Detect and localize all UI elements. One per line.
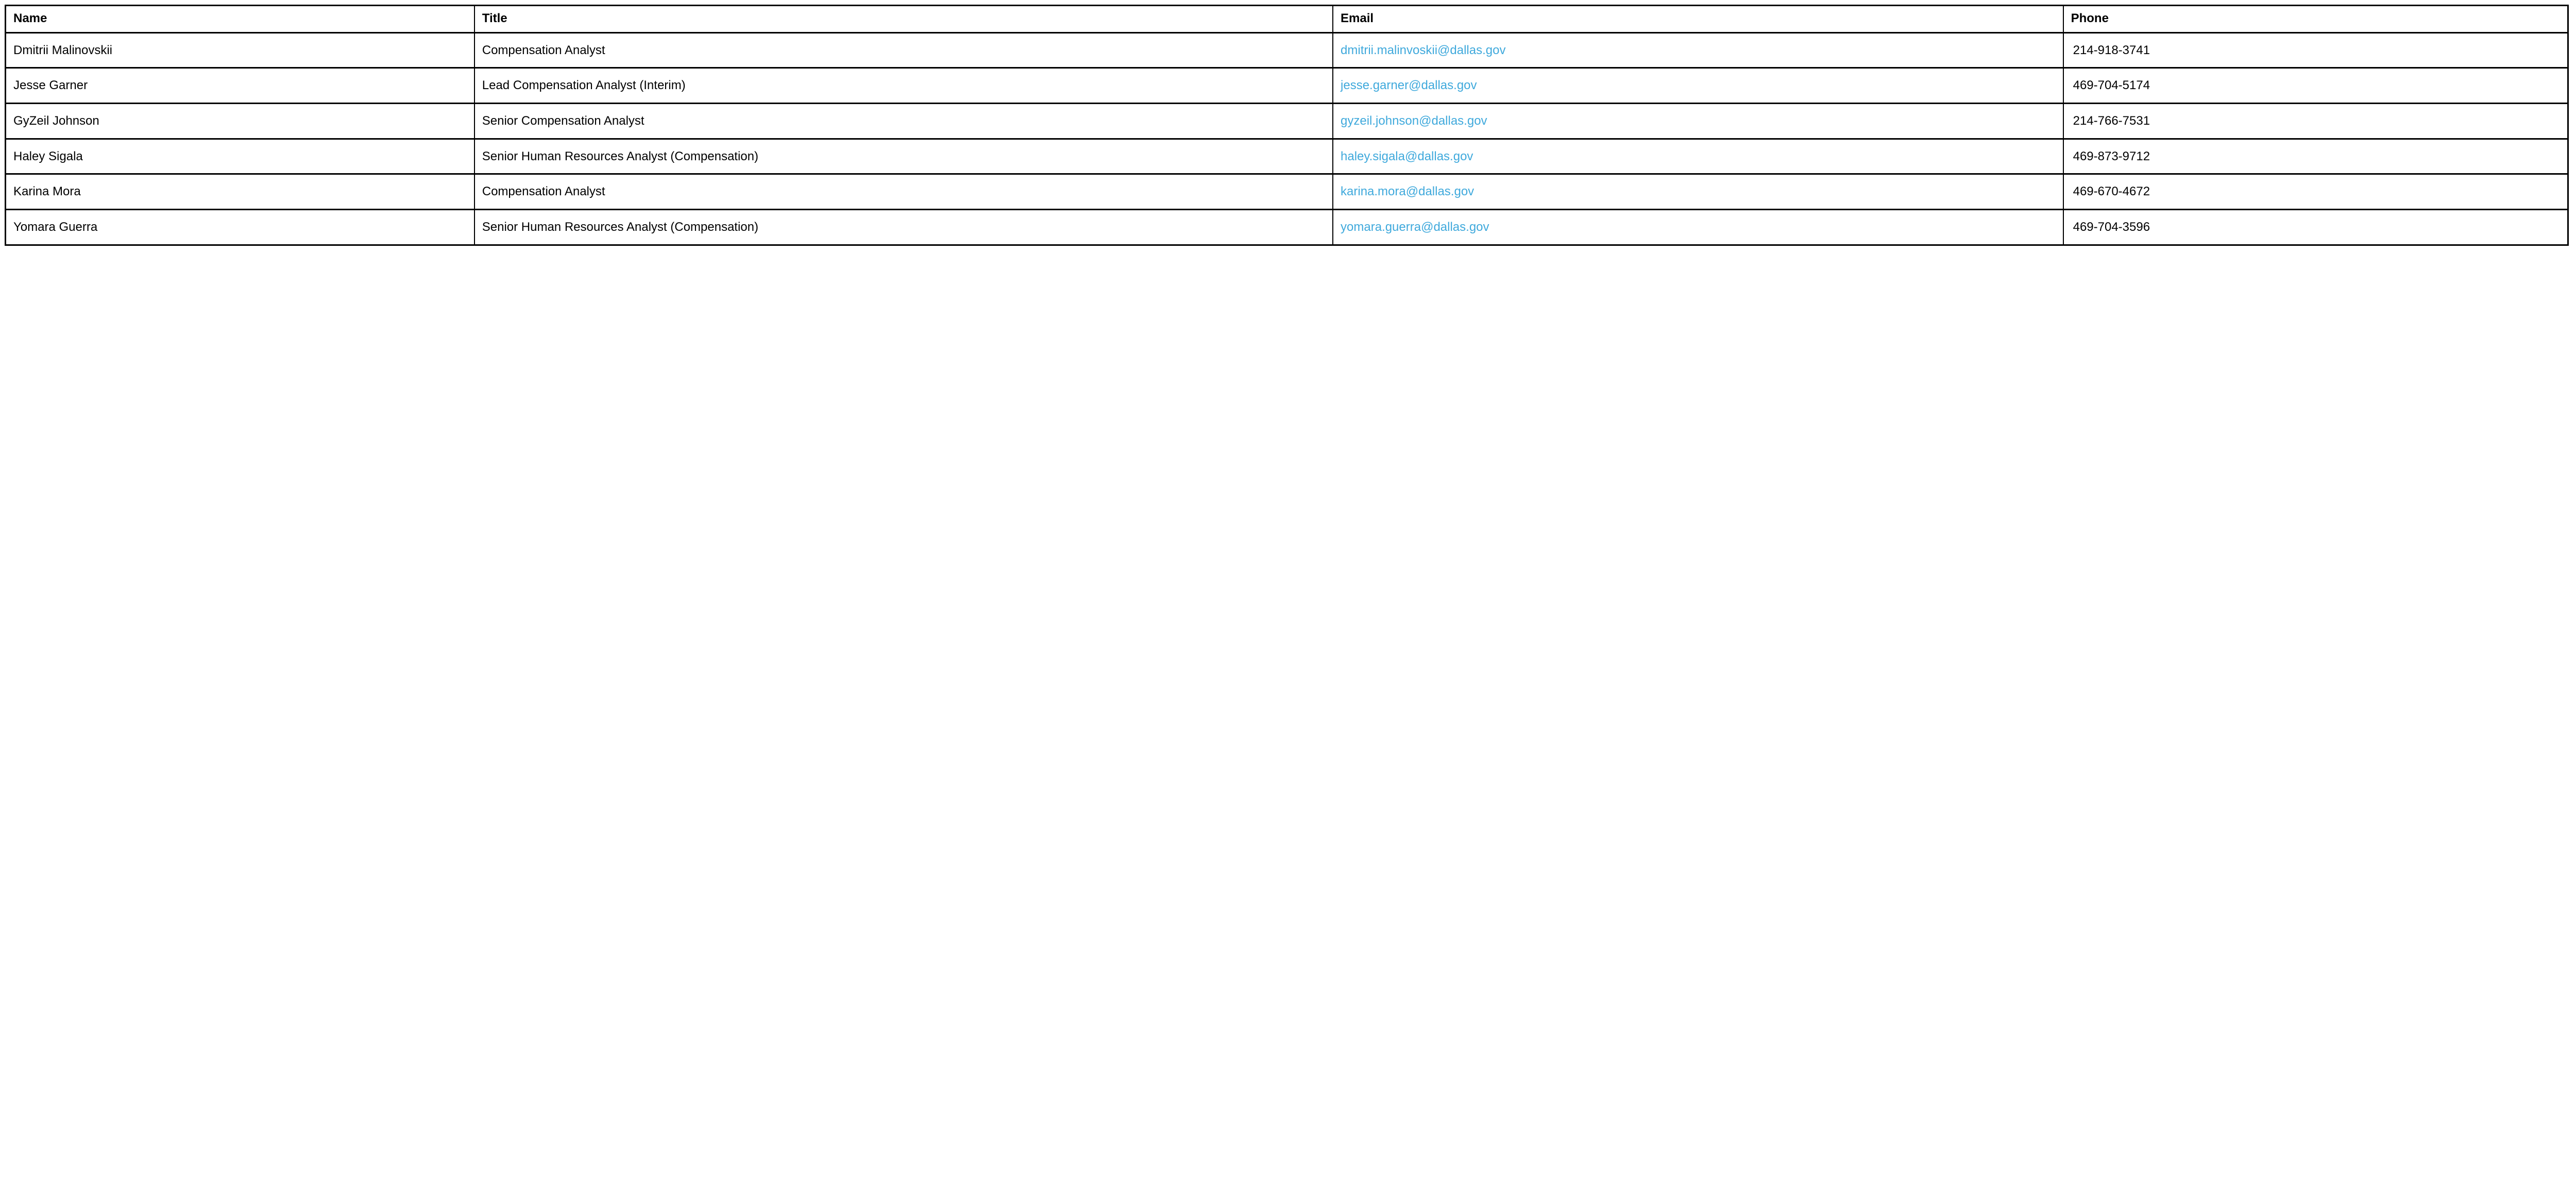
column-header-title: Title	[473, 5, 1333, 33]
table-row: Dmitrii Malinovskii Compensation Analyst…	[5, 32, 2568, 68]
email-link[interactable]: dmitrii.malinvoskii@dallas.gov	[1341, 43, 1506, 57]
title-cell: Compensation Analyst	[473, 174, 1333, 210]
title-cell: Compensation Analyst	[473, 32, 1333, 68]
name-cell: Yomara Guerra	[13, 220, 98, 234]
name-cell: Dmitrii Malinovskii	[13, 43, 113, 57]
email-cell: gyzeil.johnson@dallas.gov	[1332, 103, 2063, 139]
email-link[interactable]: karina.mora@dallas.gov	[1341, 184, 1475, 199]
phone-cell: 469-704-3596	[2062, 209, 2568, 245]
phone-cell: 469-704-5174	[2062, 68, 2568, 104]
email-link[interactable]: jesse.garner@dallas.gov	[1341, 78, 1477, 93]
title-cell: Lead Compensation Analyst (Interim)	[473, 68, 1333, 104]
table-row: Haley Sigala Senior Human Resources Anal…	[5, 139, 2568, 174]
title-cell: Senior Compensation Analyst	[473, 103, 1333, 139]
name-cell: GyZeil Johnson	[13, 114, 99, 128]
table-row: Jesse Garner Lead Compensation Analyst (…	[5, 68, 2568, 104]
phone-cell: 214-918-3741	[2062, 32, 2568, 68]
table-row: Yomara Guerra Senior Human Resources Ana…	[6, 209, 2568, 245]
email-cell: haley.sigala@dallas.gov	[1332, 139, 2063, 174]
column-header-email: Email	[1332, 5, 2063, 33]
phone-cell: 214-766-7531	[2062, 103, 2568, 139]
phone-cell: 469-873-9712	[2062, 139, 2568, 174]
name-cell: Haley Sigala	[13, 149, 83, 163]
table-row: Karina Mora Compensation Analyst karina.…	[5, 174, 2568, 210]
email-link[interactable]: yomara.guerra@dallas.gov	[1341, 220, 1489, 234]
contact-directory-page: Name Title Email Phone Dmitrii Malinovsk…	[0, 0, 2576, 249]
name-cell: Karina Mora	[13, 184, 81, 199]
email-cell: jesse.garner@dallas.gov	[1332, 68, 2063, 104]
title-cell: Senior Human Resources Analyst (Compensa…	[473, 139, 1333, 174]
phone-cell: 469-670-4672	[2062, 174, 2568, 210]
table-row: GyZeil Johnson Senior Compensation Analy…	[5, 103, 2568, 139]
name-cell: Jesse Garner	[13, 78, 88, 93]
header-row: Name Title Email Phone	[5, 5, 2568, 33]
column-header-name: Name	[13, 11, 47, 25]
email-cell: karina.mora@dallas.gov	[1332, 174, 2063, 210]
email-cell: dmitrii.malinvoskii@dallas.gov	[1332, 32, 2063, 68]
email-link[interactable]: gyzeil.johnson@dallas.gov	[1341, 114, 1487, 128]
title-cell: Senior Human Resources Analyst (Compensa…	[473, 209, 1333, 245]
email-link[interactable]: haley.sigala@dallas.gov	[1341, 149, 1473, 163]
email-cell: yomara.guerra@dallas.gov	[1332, 209, 2063, 245]
column-header-phone: Phone	[2062, 5, 2568, 33]
contacts-table: Name Title Email Phone Dmitrii Malinovsk…	[5, 5, 2569, 246]
